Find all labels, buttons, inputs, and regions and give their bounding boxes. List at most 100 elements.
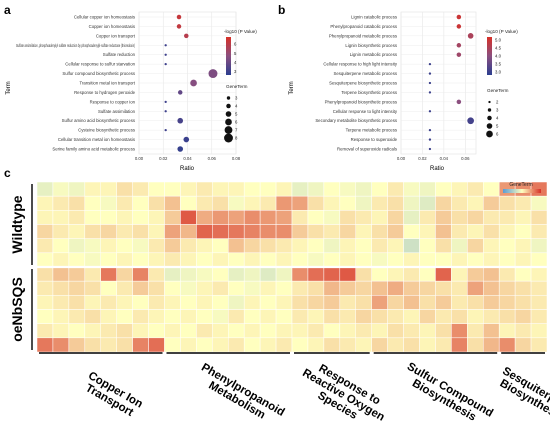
heatmap-cell [68, 224, 86, 239]
heatmap-cell [196, 224, 213, 239]
heatmap-cell [132, 210, 149, 225]
heatmap-cell [275, 252, 293, 268]
b-point-8 [428, 91, 432, 94]
heatmap-cell [387, 181, 404, 197]
heatmap-cell [403, 238, 420, 254]
a-x-tick-2: 0.04 [183, 156, 192, 161]
heatmap-cell [132, 181, 149, 197]
heatmap-cell [323, 224, 341, 239]
b-point-7 [428, 81, 432, 85]
heatmap-cell [371, 252, 388, 268]
heatmap-cell [291, 210, 309, 225]
heatmap-cell [36, 210, 54, 225]
a-legend: -log10 (P Value) 6 5 4 3 GeneTerm 3 4 5 6 7 8 [224, 29, 257, 143]
heatmap-cell [100, 224, 117, 239]
heatmap-cell [355, 181, 372, 197]
heatmap-cell [451, 323, 468, 339]
a-term-label-13: Cellular transition metal ion homeostasi… [58, 137, 135, 142]
heatmap-cell [467, 295, 484, 310]
heatmap-cell [132, 224, 149, 239]
b-size-label-4: 6 [496, 132, 499, 137]
heatmap-cell [196, 309, 213, 324]
a-point-11 [177, 117, 184, 124]
heatmap-cell [228, 309, 245, 324]
heatmap-cell [180, 323, 197, 339]
heatmap-cell [180, 195, 197, 211]
b-size-dot-3 [486, 123, 493, 129]
b-point-1 [456, 24, 462, 29]
a-size-dot-3 [225, 118, 232, 126]
heatmap-cell [307, 238, 325, 254]
heatmap-cell [403, 210, 420, 225]
panel-letter-a: a [4, 3, 11, 17]
heatmap-cell [355, 252, 372, 268]
heatmap-cell [164, 252, 181, 268]
heatmap-cell [467, 210, 484, 225]
heatmap-cell [275, 181, 293, 197]
heatmap-cell [36, 323, 54, 339]
heatmap-cell [52, 252, 70, 268]
b-term-label-12: Terpene metabolic process [346, 128, 397, 133]
heatmap-cell [180, 210, 197, 225]
heatmap-cell [530, 309, 548, 324]
heatmap-cell [180, 309, 197, 324]
b-color-ticks: 5.0 4.5 4.0 3.5 3.0 [495, 38, 502, 75]
heatmap-cell [196, 323, 213, 339]
b-point-11 [467, 117, 474, 125]
a-point-12 [164, 128, 167, 132]
heatmap-cell [180, 238, 197, 254]
heatmap-cell [164, 295, 181, 310]
heatmap-cell [228, 323, 245, 339]
heatmap-cell [116, 323, 133, 339]
heatmap-cell [36, 337, 54, 353]
heatmap-cell [68, 266, 86, 282]
heatmap-cell [116, 280, 133, 296]
panel-a-dotplot: Cellular copper ion homeostasis Copper io… [6, 11, 257, 172]
heatmap-cell [212, 323, 229, 339]
b-size-dot-1 [487, 108, 492, 112]
heatmap-cell [259, 210, 277, 225]
heatmap-cell [212, 280, 229, 296]
a-point-7 [190, 79, 197, 87]
heatmap-cell [371, 280, 388, 296]
heatmap-cell [514, 337, 532, 353]
heatmap-cell [164, 210, 181, 225]
heatmap-cell [435, 210, 452, 225]
heatmap-cell [243, 280, 261, 296]
heatmap-cell [36, 252, 54, 268]
heatmap-cell [148, 210, 165, 225]
heatmap-cell [68, 238, 86, 254]
heatmap-cell [483, 280, 500, 296]
b-legend: -log10 (P Value) 5.0 4.5 4.0 3.5 3.0 GeneTer… [485, 29, 518, 138]
heatmap-cell [514, 266, 532, 282]
heatmap-cell [435, 266, 452, 282]
a-term-label-11: Sulfur amino acid biosynthetic process [62, 118, 135, 123]
heatmap-cell [451, 295, 468, 310]
row-group-label-1: oeNbSQS [9, 277, 25, 342]
heatmap-cell [259, 238, 277, 254]
heatmap-cell [371, 337, 388, 353]
heatmap-cell [371, 210, 388, 225]
a-point-4 [164, 53, 167, 56]
heatmap-cell [530, 195, 548, 211]
heatmap-cell [164, 266, 181, 282]
heatmap-cell [483, 309, 500, 324]
a-point-13 [183, 136, 190, 143]
heatmap-cell [52, 224, 70, 239]
heatmap-cell [212, 309, 229, 324]
heatmap-cell [339, 224, 356, 239]
heatmap-cell [52, 210, 70, 225]
a-gridlines [138, 11, 237, 155]
heatmap-cell [52, 181, 70, 197]
heatmap-cell [467, 195, 484, 211]
heatmap-cell [467, 280, 484, 296]
heatmap-cell [530, 280, 548, 296]
heatmap-cell [355, 210, 372, 225]
heatmap-cell [355, 266, 372, 282]
heatmap-cell [339, 280, 356, 296]
heatmap-cell [387, 210, 404, 225]
heatmap-cell [483, 337, 500, 353]
heatmap-cell [243, 224, 261, 239]
heatmap-cell [435, 323, 452, 339]
c-legend-bar [503, 189, 541, 193]
